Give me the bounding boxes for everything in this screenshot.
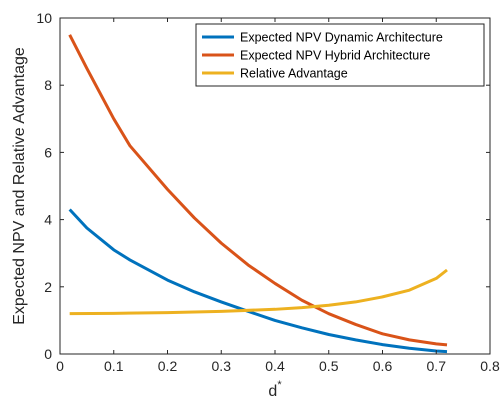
series-line-1: [68, 34, 448, 347]
y-tick-label-1: 2: [44, 279, 52, 295]
x-tick-label-1: 0.1: [104, 358, 124, 374]
y-tick-label-4: 8: [44, 77, 52, 93]
x-tick-label-0: 0: [56, 358, 64, 374]
y-axis-label: Expected NPV and Relative Advantage: [11, 47, 28, 325]
y-tick-label-3: 6: [44, 144, 52, 160]
legend: Expected NPV Dynamic Architecture Expecte…: [195, 23, 485, 87]
x-tick-label-3: 0.3: [212, 358, 232, 374]
legend-box: [195, 23, 485, 87]
y-tick-label-0: 0: [44, 346, 52, 362]
y-tick-label-5: 10: [36, 10, 52, 26]
x-axis-label: d*: [268, 379, 282, 400]
x-tick-label-6: 0.6: [373, 358, 393, 374]
x-axis-label-main: d: [268, 383, 277, 400]
x-tick-label-5: 0.5: [319, 358, 339, 374]
x-tick-label-2: 0.2: [158, 358, 178, 374]
series-line-0: [68, 208, 448, 354]
x-tick-label-8: 0.8: [480, 358, 500, 374]
legend-label-0: Expected NPV Dynamic Architecture: [240, 31, 443, 45]
x-tick-label-7: 0.7: [427, 358, 447, 374]
x-axis-label-superscript: *: [277, 379, 282, 391]
legend-label-2: Relative Advantage: [240, 67, 348, 81]
ticks-layer: 0 0.1 0.2 0.3 0.4 0.5 0.6 0.7 0.8 0 2 4 6 8 10: [36, 10, 500, 374]
x-tick-label-4: 0.4: [265, 358, 285, 374]
series-line-2: [69, 268, 448, 316]
legend-label-1: Expected NPV Hybrid Architecture: [240, 49, 430, 63]
y-tick-label-2: 4: [44, 212, 52, 228]
series-layer: [68, 34, 448, 354]
